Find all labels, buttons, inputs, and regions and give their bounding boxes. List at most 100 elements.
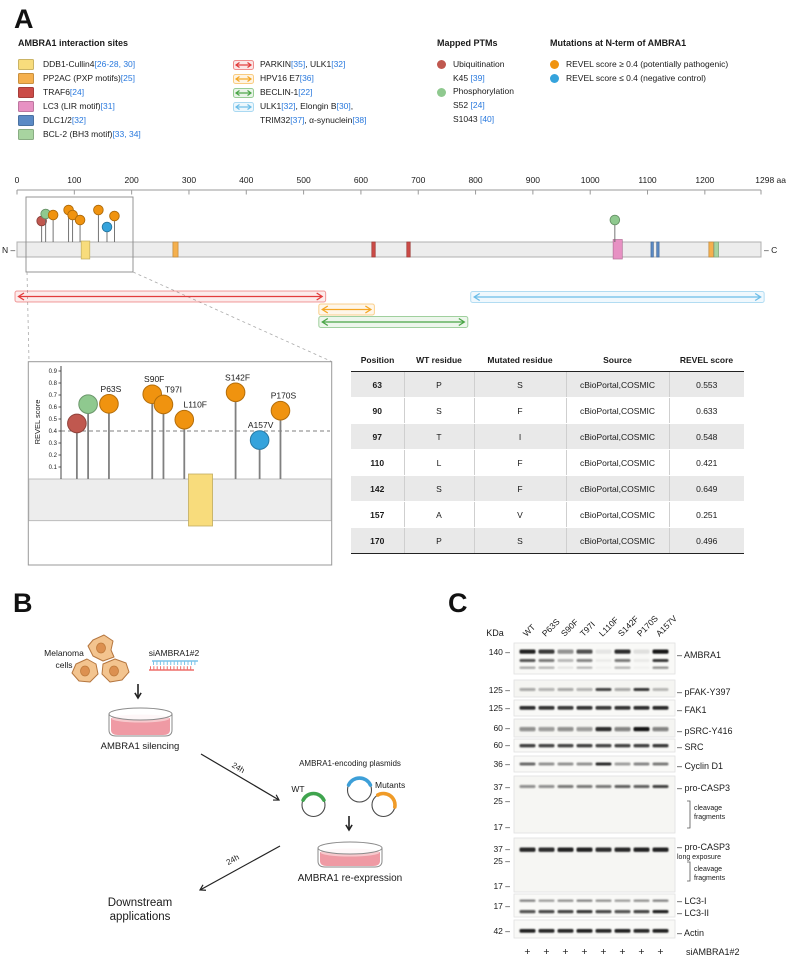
- table-cell: cBioPortal,COSMIC: [565, 423, 669, 450]
- legend-item-pp2ac-pxp-motifs-: PP2AC (PXP motifs) [25]: [18, 72, 141, 86]
- arrow-legend-item: PARKIN [35], ULK1 [32]: [233, 58, 367, 72]
- arrow-legend-item: ULK1 [32], Elongin B [30],: [233, 100, 367, 114]
- svg-text:A157V: A157V: [654, 613, 679, 638]
- label-text: , ULK1: [305, 59, 332, 70]
- svg-text:+: +: [562, 946, 568, 956]
- svg-text:37 –: 37 –: [493, 844, 510, 854]
- mutation-table: Position WT residue Mutated residue Source R…: [351, 352, 744, 554]
- svg-text:+: +: [581, 946, 587, 956]
- legend-ptms-title: Mapped PTMs: [437, 38, 498, 48]
- svg-text:fragments: fragments: [694, 875, 726, 882]
- svg-text:cells: cells: [55, 660, 72, 670]
- svg-text:+: +: [657, 946, 663, 956]
- svg-text:1000: 1000: [581, 175, 600, 185]
- svg-text:T97I: T97I: [165, 384, 182, 394]
- table-header-wt-residue: WT residue: [404, 352, 474, 372]
- ptm-residue: S52 [24]: [453, 99, 514, 113]
- svg-text:P63S: P63S: [101, 384, 122, 394]
- svg-text:– pSRC-Y416: – pSRC-Y416: [677, 726, 733, 736]
- reference-citation: [37]: [290, 115, 305, 126]
- protein-bar: N – – C: [2, 239, 777, 260]
- legend-item-ddb1-cullin4: DDB1-Cullin4 [26-28, 30]: [18, 58, 141, 72]
- table-cell: 90: [351, 397, 404, 424]
- ptm-residue: S1043 [40]: [453, 113, 514, 127]
- revel-rule-label: REVEL score ≥ 0.4 (potentially pathogeni…: [566, 58, 729, 69]
- table-cell: 0.649: [668, 475, 744, 502]
- petri-dish-silencing: [108, 707, 173, 737]
- svg-text:36 –: 36 –: [493, 759, 510, 769]
- label-text: PARKIN: [260, 59, 292, 70]
- table-cell: 97: [351, 423, 404, 450]
- svg-text:WT: WT: [291, 784, 304, 794]
- table-cell: S: [403, 397, 474, 424]
- table-header-source: Source: [566, 352, 669, 372]
- table-cell: cBioPortal,COSMIC: [565, 475, 669, 502]
- label-text: HPV16 E7: [260, 73, 300, 84]
- svg-text:– SRC: – SRC: [677, 742, 704, 752]
- label-text: DLC1/2: [43, 114, 72, 125]
- mutation-color-dot: [550, 60, 559, 69]
- protein-diagram: 0 100 200 300 400 500 600 700 800 900 1000 1100 1200…: [2, 175, 786, 566]
- sirna-duplex-icon: [149, 660, 198, 671]
- blot-pFAK-Y397: 125 – – pFAK-Y397: [489, 679, 731, 698]
- label-text: BECLIN-1: [260, 87, 299, 98]
- table-cell: 0.496: [668, 527, 744, 554]
- table-cell: I: [473, 423, 566, 450]
- melanoma-cells-illustration: [71, 634, 130, 683]
- inset-lollipop-T97I: T97I: [153, 384, 182, 479]
- reference-citation: [31]: [100, 100, 115, 111]
- table-header-position: Position: [351, 352, 404, 372]
- svg-text:0.5: 0.5: [49, 417, 58, 423]
- table-cell: S: [473, 527, 566, 554]
- svg-text:60 –: 60 –: [493, 723, 510, 733]
- svg-text:0.7: 0.7: [49, 393, 58, 399]
- petri-dish-reexpression: [317, 841, 383, 868]
- domain-dlc1/2-site-2: [656, 241, 660, 258]
- blot-Cyclin D1: 36 – – Cyclin D1: [493, 755, 723, 773]
- double-arrow-icon: [233, 102, 254, 112]
- interaction-span-arrow-HPV16-E7: [318, 303, 375, 316]
- svg-text:+: +: [524, 946, 530, 956]
- svg-text:25 –: 25 –: [493, 796, 510, 806]
- label-text: TRIM32: [260, 115, 291, 126]
- legend-item-bcl-2-bh3-motif-: BCL-2 (BH3 motif) [33, 34]: [18, 128, 141, 142]
- table-cell: 0.251: [668, 501, 744, 528]
- blot-FAK1: 125 – – FAK1: [489, 699, 707, 717]
- svg-text:+: +: [638, 946, 644, 956]
- ptm-color-dot: [437, 60, 446, 69]
- reference-citation: [26-28, 30]: [94, 58, 136, 69]
- svg-text:AMBRA1 silencing: AMBRA1 silencing: [101, 741, 180, 752]
- arrow-legend-item: HPV16 E7 [36]: [233, 72, 367, 86]
- label-text: ,: [350, 101, 354, 112]
- table-cell: F: [473, 475, 566, 502]
- table-cell: cBioPortal,COSMIC: [565, 371, 669, 398]
- svg-text:REVEL score: REVEL score: [33, 400, 42, 445]
- svg-text:long exposure: long exposure: [677, 854, 721, 861]
- svg-text:0.2: 0.2: [49, 453, 58, 459]
- table-cell: 0.548: [668, 423, 744, 450]
- svg-text:WT: WT: [521, 622, 537, 638]
- svg-text:17 –: 17 –: [493, 901, 510, 911]
- svg-text:A157V: A157V: [248, 420, 274, 430]
- svg-text:cleavage: cleavage: [694, 805, 722, 812]
- interaction-span-arrow-BECLIN-1: [318, 316, 469, 328]
- reference-citation: [32]: [71, 114, 87, 125]
- inset-protein-bar: [28, 478, 332, 522]
- reference-citation: [30]: [336, 101, 351, 112]
- svg-text:– Actin: – Actin: [677, 928, 704, 938]
- reference-citation: [32]: [281, 101, 296, 112]
- domain-bcl-2-bh3: [713, 241, 719, 258]
- panel-c-label: C: [448, 588, 468, 618]
- svg-text:37 –: 37 –: [493, 782, 510, 792]
- svg-text:0.6: 0.6: [49, 405, 58, 411]
- svg-text:400: 400: [239, 175, 253, 185]
- svg-text:Melanoma: Melanoma: [44, 648, 84, 658]
- svg-text:– FAK1: – FAK1: [677, 705, 707, 715]
- legend-mutations-title: Mutations at N-term of AMBRA1: [550, 38, 687, 48]
- label-text: , α-synuclein: [304, 115, 353, 126]
- svg-text:– pro-CASP3: – pro-CASP3: [677, 842, 730, 852]
- lollipop-A157V: [101, 221, 113, 242]
